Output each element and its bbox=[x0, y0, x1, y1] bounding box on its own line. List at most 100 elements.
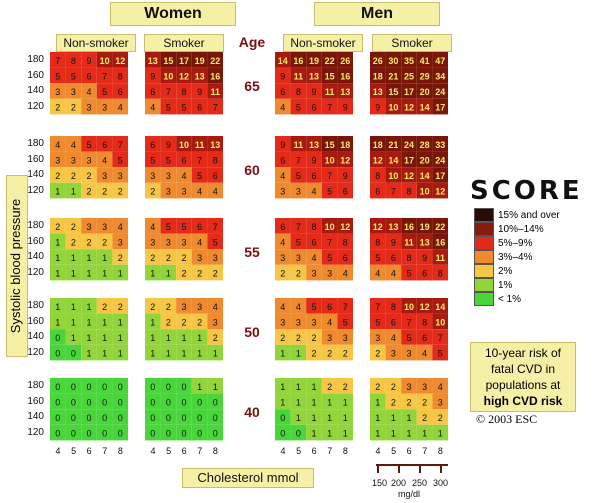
cell-label-men_nonsmoker-age40-sbp120-chol7: 1 bbox=[327, 429, 332, 439]
cell-men_smoker-age50-sbp160-chol4 bbox=[370, 313, 386, 330]
cell-label-men_smoker-age40-sbp120-chol5: 1 bbox=[391, 429, 396, 439]
cell-men_smoker-age65-sbp180-chol6 bbox=[401, 52, 417, 68]
cell-label-men_smoker-age65-sbp120-chol6: 12 bbox=[404, 103, 414, 113]
cell-men_nonsmoker-age55-sbp180-chol6 bbox=[306, 218, 322, 234]
cell-women_smoker-age50-sbp160-chol5 bbox=[160, 313, 177, 330]
cell-men_smoker-age65-sbp180-chol5 bbox=[385, 52, 402, 68]
cell-women_nonsmoker-age65-sbp120-chol7 bbox=[96, 98, 113, 115]
cell-women_smoker-age50-sbp160-chol4 bbox=[145, 313, 161, 330]
cell-women_smoker-age55-sbp160-chol6 bbox=[176, 233, 192, 250]
cell-label-women_smoker-age55-sbp160-chol8: 5 bbox=[213, 237, 218, 247]
chol-label-men_nonsmoker-5: 5 bbox=[296, 446, 302, 456]
cell-label-women_nonsmoker-age60-sbp160-chol8: 5 bbox=[118, 155, 123, 165]
cell-label-women_smoker-age40-sbp160-chol7: 0 bbox=[197, 397, 202, 407]
women-nonsmoker-header: Non-smoker bbox=[56, 34, 136, 52]
cell-women_smoker-age65-sbp160-chol7 bbox=[191, 67, 208, 84]
cell-men_nonsmoker-age50-sbp180-chol8 bbox=[337, 298, 353, 314]
cell-men_nonsmoker-age40-sbp180-chol4 bbox=[275, 378, 291, 394]
risk-line-3: populations at bbox=[485, 378, 561, 392]
cell-men_smoker-age65-sbp160-chol4 bbox=[370, 67, 386, 84]
cell-label-men_smoker-age40-sbp160-chol8: 3 bbox=[438, 397, 443, 407]
cell-women_nonsmoker-age40-sbp120-chol7 bbox=[96, 424, 113, 441]
cell-men_smoker-age55-sbp180-chol8 bbox=[432, 218, 448, 234]
cell-label-women_smoker-age40-sbp160-chol5: 0 bbox=[166, 397, 171, 407]
cell-label-women_smoker-age50-sbp180-chol6: 3 bbox=[181, 302, 186, 312]
cell-women_nonsmoker-age60-sbp160-chol7 bbox=[96, 151, 113, 168]
cell-label-men_nonsmoker-age40-sbp140-chol8: 1 bbox=[343, 413, 348, 423]
sbp-label-age50-120: 120 bbox=[27, 346, 44, 358]
cell-label-women_smoker-age65-sbp160-chol7: 13 bbox=[195, 71, 205, 81]
cell-label-women_nonsmoker-age40-sbp180-chol5: 0 bbox=[71, 382, 76, 392]
cell-men_nonsmoker-age50-sbp140-chol6 bbox=[306, 329, 322, 345]
cell-label-women_smoker-age60-sbp120-chol8: 4 bbox=[213, 187, 218, 197]
cell-women_nonsmoker-age40-sbp120-chol5 bbox=[65, 424, 82, 441]
cell-label-women_smoker-age55-sbp120-chol4: 1 bbox=[150, 269, 155, 279]
cell-men_smoker-age40-sbp180-chol7 bbox=[416, 378, 433, 394]
cell-women_nonsmoker-age65-sbp160-chol6 bbox=[81, 67, 97, 84]
cell-women_smoker-age65-sbp120-chol7 bbox=[191, 98, 208, 115]
cell-label-women_smoker-age50-sbp140-chol5: 1 bbox=[166, 333, 171, 343]
cell-label-men_smoker-age65-sbp140-chol7: 20 bbox=[420, 87, 430, 97]
cell-women_smoker-age60-sbp120-chol6 bbox=[176, 182, 192, 199]
cell-men_smoker-age55-sbp120-chol4 bbox=[370, 264, 386, 281]
cell-label-men_smoker-age40-sbp160-chol5: 2 bbox=[391, 397, 396, 407]
cell-label-men_nonsmoker-age40-sbp160-chol4: 1 bbox=[280, 397, 285, 407]
cell-label-men_nonsmoker-age40-sbp180-chol6: 1 bbox=[311, 382, 316, 392]
cell-label-men_smoker-age55-sbp160-chol6: 11 bbox=[404, 237, 414, 247]
cell-men_nonsmoker-age40-sbp140-chol7 bbox=[321, 409, 338, 425]
cell-men_smoker-age50-sbp120-chol7 bbox=[416, 344, 433, 361]
cell-women_nonsmoker-age50-sbp140-chol4 bbox=[50, 329, 66, 345]
cell-women_nonsmoker-age40-sbp120-chol4 bbox=[50, 424, 66, 441]
cell-women_nonsmoker-age50-sbp120-chol6 bbox=[81, 344, 97, 361]
sbp-label-age60-140: 140 bbox=[27, 169, 44, 181]
cell-label-women_smoker-age65-sbp180-chol7: 19 bbox=[195, 56, 205, 66]
sbp-label-age65-160: 160 bbox=[27, 69, 44, 81]
legend-swatch-2 bbox=[474, 236, 494, 250]
cell-label-women_smoker-age55-sbp160-chol4: 3 bbox=[150, 237, 155, 247]
cell-men_nonsmoker-age65-sbp160-chol7 bbox=[321, 67, 338, 84]
cell-men_smoker-age50-sbp140-chol7 bbox=[416, 329, 433, 345]
cell-label-men_nonsmoker-age40-sbp140-chol4: 0 bbox=[280, 413, 285, 423]
men-header: Men bbox=[314, 2, 440, 26]
cell-men_nonsmoker-age55-sbp120-chol8 bbox=[337, 264, 353, 281]
cell-label-men_nonsmoker-age60-sbp160-chol5: 7 bbox=[296, 155, 301, 165]
cell-label-men_nonsmoker-age65-sbp120-chol5: 5 bbox=[296, 103, 301, 113]
chol-label-women_nonsmoker-5: 5 bbox=[71, 446, 77, 456]
cell-label-women_nonsmoker-age60-sbp120-chol6: 2 bbox=[86, 187, 91, 197]
cell-women_nonsmoker-age65-sbp120-chol4 bbox=[50, 98, 66, 115]
cell-label-men_nonsmoker-age50-sbp180-chol5: 4 bbox=[296, 302, 301, 312]
cell-men_nonsmoker-age55-sbp120-chol4 bbox=[275, 264, 291, 281]
sbp-label-age65-140: 140 bbox=[27, 85, 44, 97]
cell-women_nonsmoker-age60-sbp140-chol4 bbox=[50, 167, 66, 183]
cell-men_nonsmoker-age60-sbp160-chol8 bbox=[337, 151, 353, 168]
cell-label-men_nonsmoker-age50-sbp120-chol4: 1 bbox=[280, 349, 285, 359]
cell-label-women_smoker-age65-sbp180-chol5: 15 bbox=[163, 56, 173, 66]
cell-men_nonsmoker-age55-sbp180-chol7 bbox=[321, 218, 338, 234]
cell-women_smoker-age60-sbp160-chol5 bbox=[160, 151, 177, 168]
cell-women_smoker-age55-sbp180-chol7 bbox=[191, 218, 208, 234]
cell-label-men_nonsmoker-age40-sbp160-chol8: 1 bbox=[343, 397, 348, 407]
cell-women_smoker-age40-sbp140-chol4 bbox=[145, 409, 161, 425]
cell-label-men_nonsmoker-age50-sbp120-chol8: 2 bbox=[343, 349, 348, 359]
cell-label-men_nonsmoker-age50-sbp160-chol7: 4 bbox=[327, 317, 332, 327]
cell-men_smoker-age65-sbp140-chol4 bbox=[370, 83, 386, 99]
cell-label-men_nonsmoker-age65-sbp160-chol7: 15 bbox=[325, 71, 335, 81]
cell-label-men_nonsmoker-age65-sbp160-chol6: 13 bbox=[309, 71, 319, 81]
cell-men_nonsmoker-age50-sbp160-chol4 bbox=[275, 313, 291, 330]
cell-label-women_nonsmoker-age50-sbp120-chol4: 0 bbox=[55, 349, 60, 359]
cell-label-men_smoker-age50-sbp120-chol6: 3 bbox=[406, 349, 411, 359]
cell-label-men_smoker-age60-sbp180-chol4: 18 bbox=[373, 140, 383, 150]
cell-label-women_nonsmoker-age65-sbp140-chol5: 3 bbox=[71, 87, 76, 97]
cell-women_smoker-age55-sbp140-chol5 bbox=[160, 249, 177, 265]
cell-women_smoker-age50-sbp120-chol8 bbox=[207, 344, 223, 361]
cell-label-men_nonsmoker-age50-sbp140-chol8: 3 bbox=[343, 333, 348, 343]
cell-men_nonsmoker-age60-sbp120-chol4 bbox=[275, 182, 291, 199]
cell-label-women_nonsmoker-age50-sbp120-chol7: 1 bbox=[102, 349, 107, 359]
cell-men_nonsmoker-age50-sbp180-chol7 bbox=[321, 298, 338, 314]
cell-men_smoker-age65-sbp140-chol6 bbox=[401, 83, 417, 99]
cell-label-men_nonsmoker-age40-sbp160-chol7: 1 bbox=[327, 397, 332, 407]
cell-label-men_smoker-age40-sbp180-chol5: 2 bbox=[391, 382, 396, 392]
cell-label-men_smoker-age40-sbp180-chol7: 3 bbox=[422, 382, 427, 392]
cell-label-women_nonsmoker-age60-sbp160-chol6: 3 bbox=[86, 155, 91, 165]
cell-label-women_smoker-age40-sbp120-chol6: 0 bbox=[181, 429, 186, 439]
